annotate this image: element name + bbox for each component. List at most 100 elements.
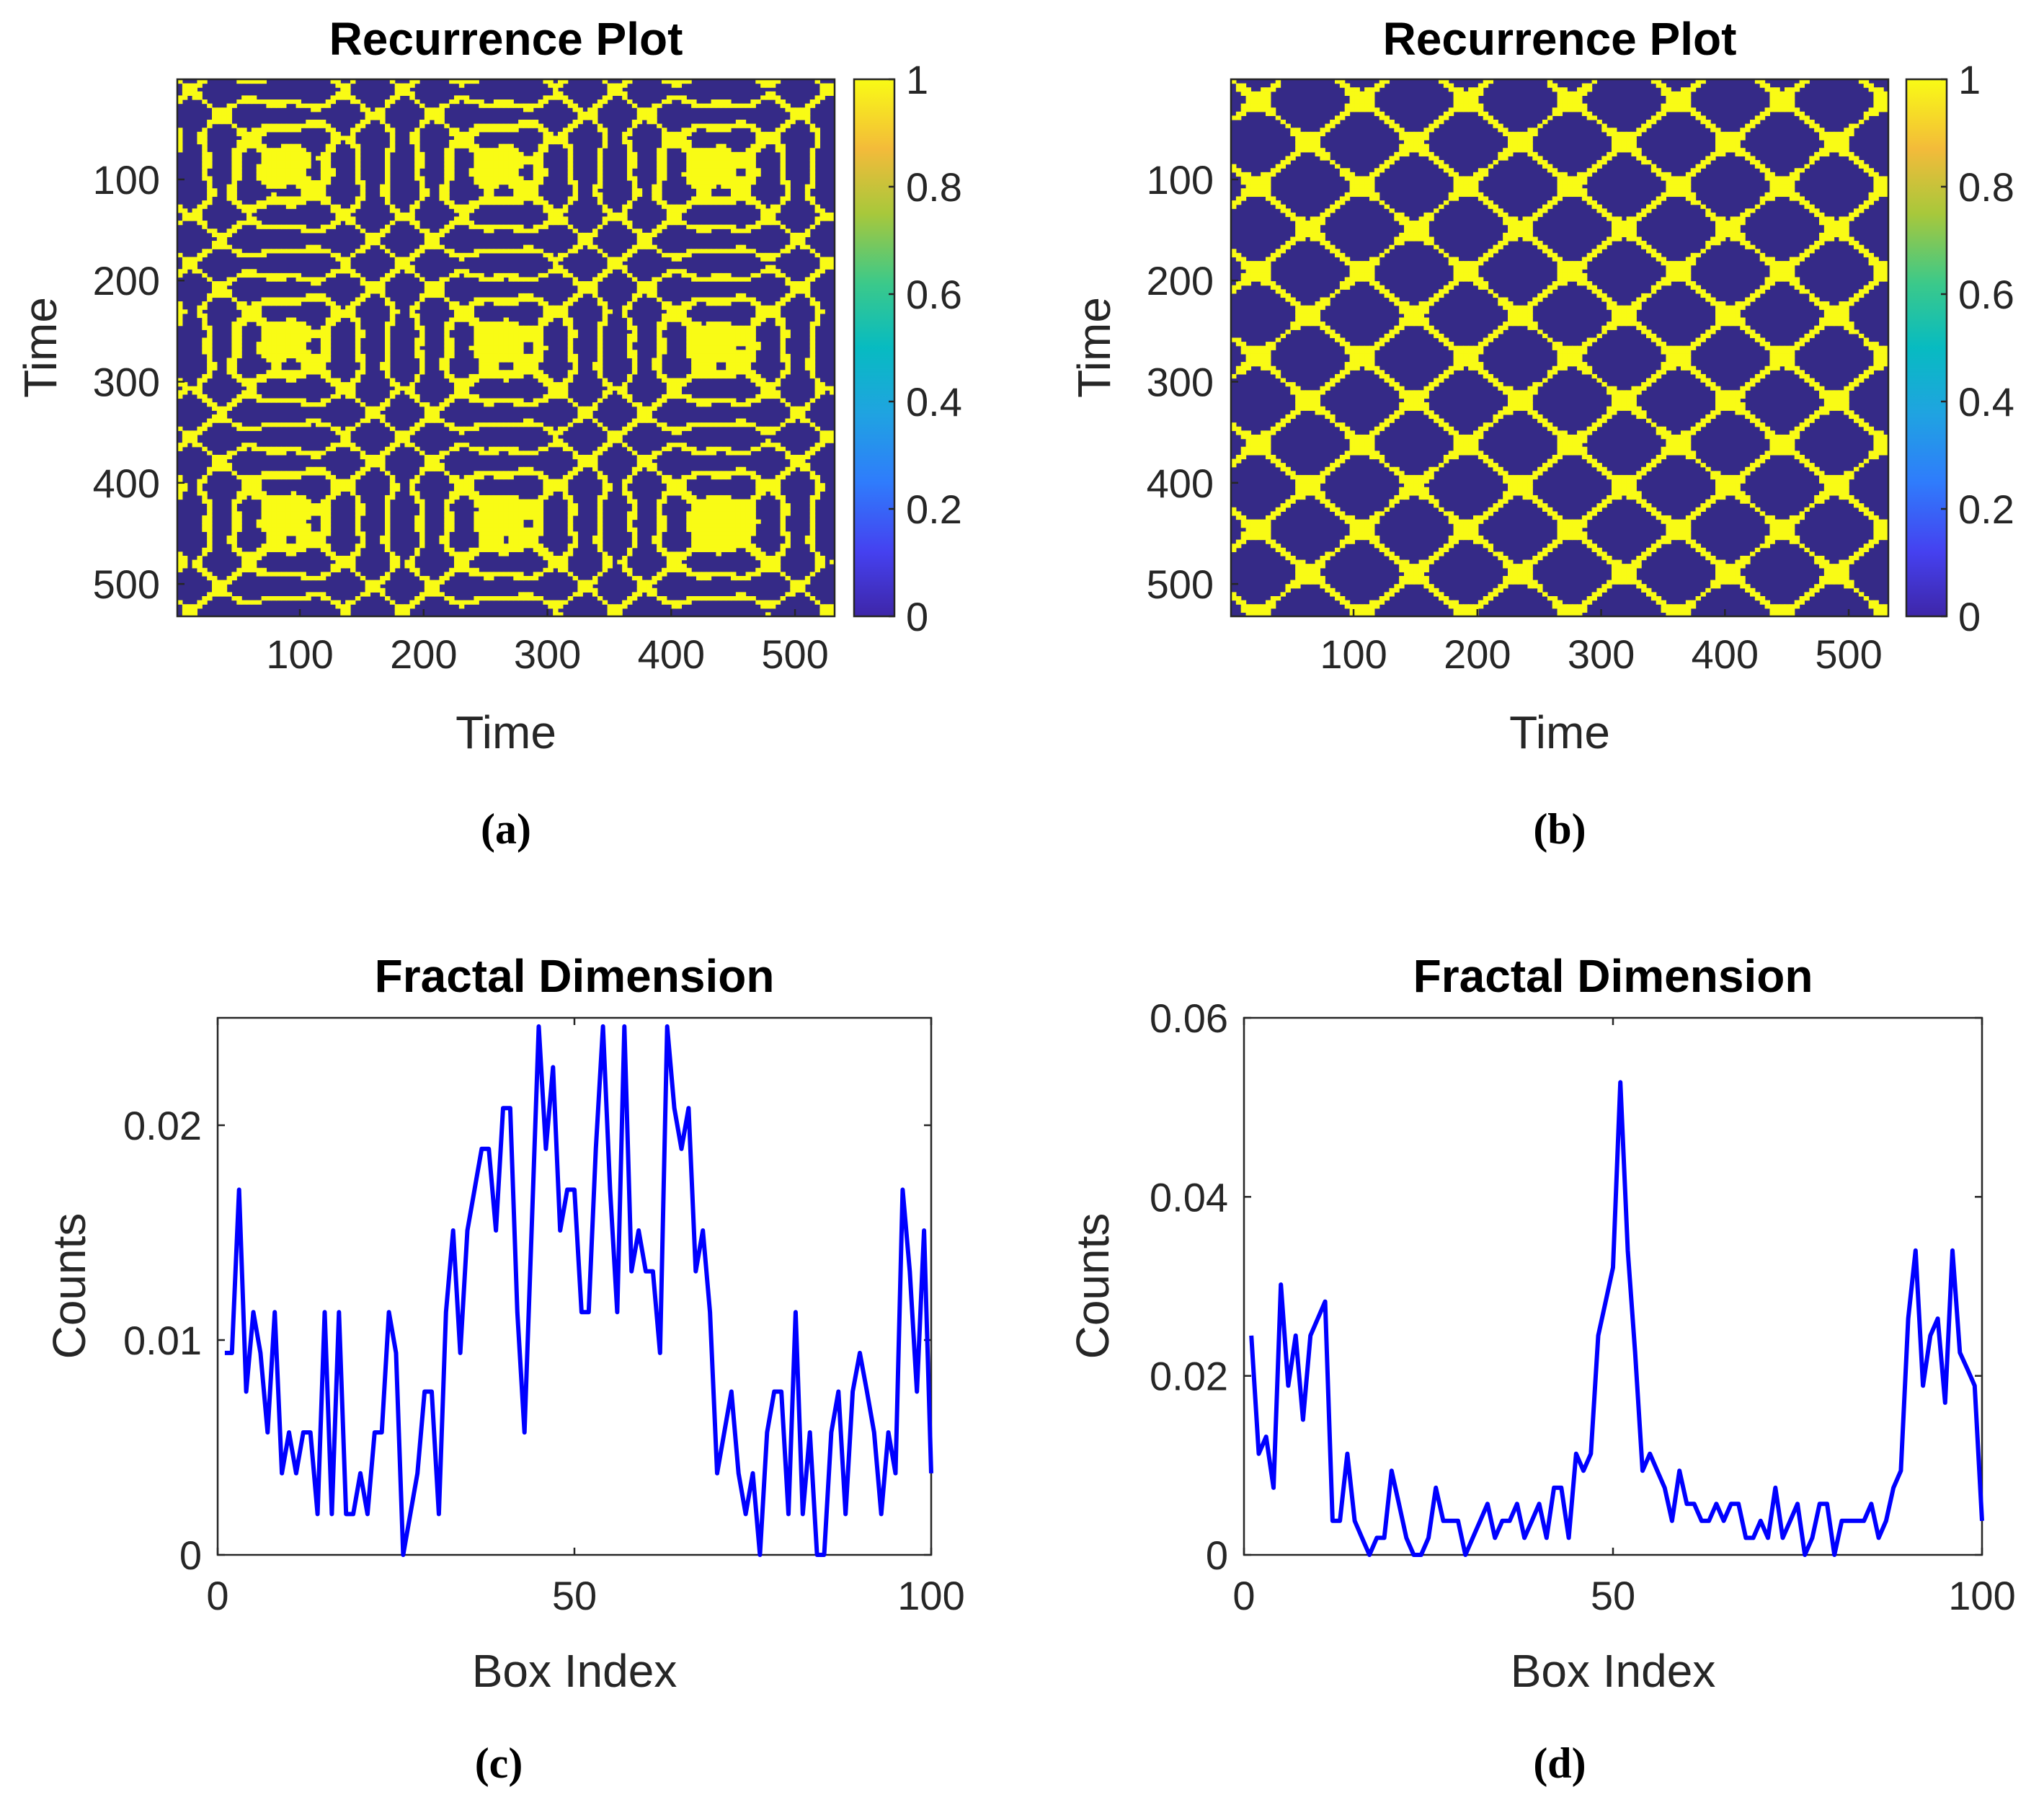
recurrence-cell — [691, 168, 697, 173]
recurrence-cell — [597, 160, 603, 165]
recurrence-cell — [271, 370, 277, 375]
recurrence-cell — [444, 249, 450, 254]
recurrence-cell — [335, 430, 341, 435]
recurrence-cell — [518, 362, 524, 367]
recurrence-cell — [636, 458, 643, 464]
recurrence-cell — [177, 321, 183, 327]
recurrence-cell — [449, 176, 455, 181]
recurrence-cell — [271, 164, 277, 169]
recurrence-cell — [523, 511, 529, 516]
recurrence-cell — [627, 148, 633, 153]
recurrence-cell — [271, 535, 277, 541]
recurrence-cell — [731, 277, 737, 282]
recurrence-cell — [735, 499, 742, 504]
recurrence-cell — [745, 151, 752, 157]
recurrence-cell — [493, 99, 499, 105]
recurrence-cell — [716, 531, 721, 536]
recurrence-cell — [444, 519, 450, 524]
recurrence-cell — [197, 79, 203, 84]
recurrence-cell — [681, 313, 687, 319]
recurrence-cell — [281, 511, 287, 516]
recurrence-cell — [518, 531, 524, 536]
recurrence-cell — [419, 329, 425, 334]
recurrence-cell — [241, 143, 247, 148]
recurrence-cell — [301, 156, 306, 161]
recurrence-cell — [202, 479, 208, 484]
recurrence-cell — [236, 128, 242, 133]
recurrence-cell — [276, 128, 282, 133]
recurrence-cell — [246, 99, 252, 105]
recurrence-cell — [631, 249, 638, 254]
recurrence-cell — [652, 289, 657, 294]
recurrence-cell — [577, 289, 583, 294]
recurrence-cell — [627, 600, 633, 605]
recurrence-cell — [602, 600, 608, 605]
recurrence-cell — [226, 454, 233, 460]
recurrence-cell — [602, 394, 608, 399]
recurrence-cell — [182, 265, 188, 270]
recurrence-cell — [577, 241, 583, 246]
recurrence-cell — [474, 143, 479, 148]
recurrence-cell — [528, 337, 534, 342]
recurrence-cell — [484, 196, 489, 201]
recurrence-cell — [355, 148, 361, 153]
recurrence-cell — [251, 559, 257, 564]
recurrence-cell — [558, 555, 564, 561]
recurrence-cell — [439, 580, 445, 585]
recurrence-cell — [419, 595, 425, 601]
recurrence-cell — [231, 176, 237, 181]
recurrence-cell — [474, 595, 479, 601]
recurrence-cell — [543, 95, 548, 100]
recurrence-cell — [261, 523, 267, 528]
recurrence-cell — [256, 394, 262, 399]
recurrence-cell — [197, 491, 203, 496]
recurrence-cell — [548, 559, 554, 564]
recurrence-cell — [558, 265, 564, 270]
recurrence-cell — [543, 555, 548, 561]
recurrence-cell — [474, 200, 479, 205]
recurrence-cell — [409, 91, 415, 96]
recurrence-cell — [696, 544, 702, 549]
recurrence-cell — [424, 466, 430, 471]
recurrence-cell — [419, 196, 425, 201]
recurrence-cell — [474, 99, 479, 105]
recurrence-cell — [389, 99, 396, 105]
recurrence-cell — [409, 208, 415, 213]
recurrence-cell — [306, 402, 311, 407]
recurrence-cell — [592, 281, 598, 286]
recurrence-cell — [236, 200, 242, 205]
recurrence-cell — [691, 572, 697, 577]
recurrence-cell — [657, 188, 662, 193]
recurrence-cell — [429, 241, 435, 246]
recurrence-cell — [548, 390, 554, 395]
recurrence-cell — [528, 471, 534, 476]
recurrence-cell — [409, 426, 415, 431]
recurrence-cell — [631, 515, 638, 520]
recurrence-cell — [721, 495, 726, 500]
recurrence-cell — [271, 499, 277, 504]
recurrence-cell — [503, 358, 510, 363]
recurrence-cell — [261, 252, 267, 258]
recurrence-cell — [735, 519, 742, 524]
recurrence-cell — [533, 156, 539, 161]
recurrence-cell — [439, 592, 445, 597]
recurrence-cell — [706, 572, 712, 577]
recurrence-cell — [513, 103, 519, 108]
recurrence-cell — [197, 252, 203, 258]
recurrence-cell — [597, 531, 603, 536]
recurrence-cell — [424, 120, 430, 125]
recurrence-cell — [528, 358, 534, 363]
recurrence-cell — [503, 551, 510, 556]
recurrence-cell — [414, 200, 420, 205]
recurrence-cell — [652, 281, 657, 286]
recurrence-cell — [434, 454, 440, 460]
recurrence-cell — [691, 337, 697, 342]
recurrence-cell — [592, 454, 598, 460]
recurrence-cell — [221, 414, 228, 420]
recurrence-cell — [226, 358, 233, 363]
recurrence-cell — [518, 297, 524, 302]
recurrence-cell — [316, 544, 321, 549]
recurrence-cell — [296, 535, 302, 541]
recurrence-cell — [617, 608, 623, 613]
recurrence-cell — [489, 156, 494, 161]
